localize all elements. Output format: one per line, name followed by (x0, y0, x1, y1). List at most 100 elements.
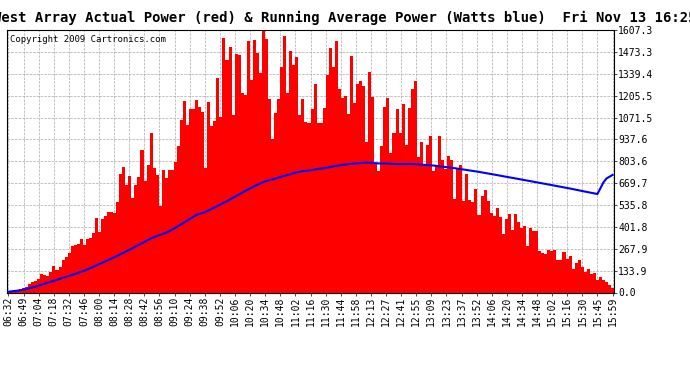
Bar (441, 160, 444, 292)
Bar (393, 133, 395, 292)
Bar (180, 120, 183, 292)
Bar (156, 175, 159, 292)
Bar (444, 169, 447, 292)
Bar (523, 226, 526, 292)
Bar (590, 274, 593, 292)
Bar (280, 66, 283, 292)
Bar (447, 156, 450, 292)
Bar (247, 40, 250, 292)
Bar (232, 115, 235, 292)
Bar (226, 60, 228, 292)
Bar (490, 213, 493, 292)
Bar (505, 219, 508, 292)
Bar (68, 253, 70, 292)
Bar (22, 288, 25, 292)
Bar (426, 145, 429, 292)
Bar (453, 199, 456, 292)
Bar (165, 178, 168, 292)
Bar (259, 73, 262, 292)
Bar (83, 244, 86, 292)
Bar (161, 171, 165, 292)
Bar (420, 142, 423, 292)
Bar (262, 30, 265, 292)
Bar (150, 133, 152, 292)
Bar (502, 234, 505, 292)
Bar (341, 98, 344, 292)
Bar (25, 287, 28, 292)
Bar (219, 117, 222, 292)
Bar (65, 257, 68, 292)
Bar (186, 125, 189, 292)
Bar (389, 153, 393, 292)
Bar (469, 200, 471, 292)
Bar (602, 280, 605, 292)
Bar (228, 47, 232, 292)
Bar (46, 276, 50, 292)
Bar (204, 168, 207, 292)
Bar (250, 80, 253, 292)
Bar (141, 150, 144, 292)
Bar (365, 142, 368, 292)
Bar (328, 48, 332, 292)
Bar (217, 78, 219, 292)
Bar (356, 84, 359, 292)
Bar (201, 112, 204, 292)
Bar (101, 219, 104, 292)
Bar (593, 273, 596, 292)
Bar (326, 75, 328, 292)
Bar (359, 81, 362, 292)
Bar (475, 189, 477, 292)
Bar (404, 145, 408, 292)
Bar (31, 282, 34, 292)
Bar (289, 51, 293, 292)
Bar (551, 251, 553, 292)
Bar (310, 109, 313, 292)
Bar (529, 228, 532, 292)
Bar (480, 196, 484, 292)
Bar (89, 238, 92, 292)
Bar (429, 136, 432, 292)
Bar (514, 214, 517, 292)
Bar (460, 165, 462, 292)
Bar (283, 36, 286, 292)
Bar (171, 170, 174, 292)
Bar (380, 146, 384, 292)
Bar (541, 254, 544, 292)
Bar (104, 216, 107, 292)
Bar (74, 245, 77, 292)
Bar (584, 272, 586, 292)
Bar (10, 291, 13, 292)
Bar (59, 267, 61, 292)
Bar (265, 39, 268, 292)
Bar (566, 259, 569, 292)
Bar (177, 147, 180, 292)
Bar (611, 288, 614, 292)
Bar (395, 110, 399, 292)
Bar (308, 123, 310, 292)
Bar (37, 279, 40, 292)
Bar (256, 53, 259, 292)
Bar (532, 231, 535, 292)
Bar (293, 64, 295, 292)
Bar (235, 54, 237, 292)
Bar (253, 40, 256, 292)
Bar (298, 115, 302, 292)
Bar (386, 98, 389, 292)
Bar (605, 282, 608, 292)
Bar (350, 56, 353, 292)
Bar (432, 171, 435, 292)
Bar (34, 281, 37, 292)
Bar (86, 239, 89, 292)
Bar (40, 274, 43, 292)
Bar (237, 55, 241, 292)
Bar (168, 170, 171, 292)
Bar (335, 41, 338, 292)
Bar (107, 212, 110, 292)
Bar (520, 228, 523, 292)
Bar (110, 212, 113, 292)
Bar (16, 290, 19, 292)
Bar (368, 72, 371, 292)
Bar (277, 99, 280, 292)
Bar (347, 114, 350, 292)
Bar (95, 219, 98, 292)
